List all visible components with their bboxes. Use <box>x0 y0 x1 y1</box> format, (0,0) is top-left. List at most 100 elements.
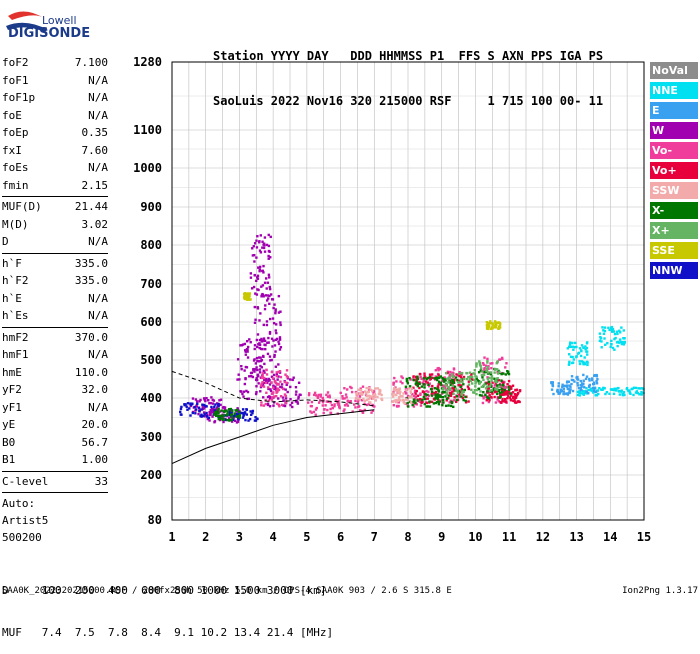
echo-point <box>319 395 322 398</box>
echo-point <box>266 281 270 284</box>
echo-point <box>220 417 223 420</box>
param-label: D <box>2 235 9 248</box>
echo-point <box>262 381 266 385</box>
echo-point <box>367 397 370 401</box>
echo-point <box>214 403 217 406</box>
echo-point <box>493 384 497 387</box>
echo-point <box>480 394 483 397</box>
echo-point <box>562 387 565 390</box>
echo-point <box>475 388 479 392</box>
echo-point <box>291 405 294 409</box>
echo-point <box>485 398 488 402</box>
echo-point <box>451 387 454 390</box>
echo-point <box>578 347 582 350</box>
echo-point <box>259 364 262 368</box>
echo-point <box>598 386 601 390</box>
echo-point <box>392 403 396 407</box>
echo-point <box>428 376 432 379</box>
echo-point <box>333 405 336 408</box>
echo-point <box>620 342 624 346</box>
echo-point <box>237 415 240 418</box>
echo-point <box>361 392 364 395</box>
echo-point <box>394 400 398 404</box>
echo-point <box>439 394 442 397</box>
echo-point <box>254 368 257 371</box>
echo-point <box>441 376 444 380</box>
echo-point <box>329 407 332 411</box>
echo-point <box>261 372 265 375</box>
echo-point <box>490 377 494 380</box>
echo-point <box>569 345 573 349</box>
echo-point <box>374 394 377 397</box>
echo-point <box>457 372 461 375</box>
echo-point <box>565 384 569 387</box>
echo-point <box>261 284 265 287</box>
echo-point <box>502 390 505 394</box>
echo-point <box>263 343 266 346</box>
echo-point <box>278 369 282 373</box>
echo-point <box>272 373 276 377</box>
echo-point <box>504 400 507 403</box>
echo-point <box>466 385 470 388</box>
echo-point <box>322 408 326 411</box>
echo-point <box>416 375 419 378</box>
echo-point <box>464 395 467 399</box>
echo-point <box>354 397 358 400</box>
echo-point <box>289 403 292 407</box>
echo-point <box>397 398 401 401</box>
echo-point <box>199 398 202 402</box>
param-label: h`F2 <box>2 274 29 287</box>
echo-point <box>275 391 278 394</box>
echo-point <box>343 404 347 407</box>
echo-point <box>414 375 418 379</box>
echo-point <box>314 413 317 416</box>
param-value: 335.0 <box>74 256 108 270</box>
auto-program: Artist5 <box>2 514 49 527</box>
echo-point <box>211 415 214 418</box>
echo-point <box>248 292 252 295</box>
echo-point <box>275 375 279 378</box>
echo-point <box>464 401 468 404</box>
echo-point <box>448 401 451 404</box>
echo-point <box>621 340 624 344</box>
echo-point <box>264 377 268 381</box>
echo-point <box>276 383 279 386</box>
echo-point <box>231 418 235 422</box>
echo-point <box>281 387 285 391</box>
echo-point <box>635 390 639 393</box>
echo-point <box>267 257 270 260</box>
echo-point <box>210 407 214 411</box>
echo-point <box>307 393 311 397</box>
echo-point <box>592 391 595 394</box>
echo-point <box>491 322 494 325</box>
echo-point <box>415 377 418 381</box>
echo-point <box>437 393 440 396</box>
echo-point <box>322 411 325 415</box>
x-tick-label: 11 <box>502 530 516 544</box>
echo-point <box>436 385 440 388</box>
echo-point <box>423 386 426 389</box>
x-tick-label: 6 <box>337 530 344 544</box>
echo-point <box>326 395 330 398</box>
echo-point <box>399 380 402 383</box>
param-group-confidence: C-level 33 <box>2 474 108 492</box>
echo-point <box>402 392 405 395</box>
echo-point <box>370 411 373 414</box>
echo-point <box>502 372 505 375</box>
echo-point <box>421 390 425 393</box>
echo-point <box>278 336 282 339</box>
echo-point <box>490 366 493 370</box>
echo-point <box>443 376 446 379</box>
echo-point <box>207 416 211 420</box>
echo-point <box>452 399 456 402</box>
echo-point <box>441 379 444 383</box>
echo-point <box>401 381 404 385</box>
echo-point <box>583 361 586 364</box>
echo-point <box>221 413 224 417</box>
echo-point <box>492 387 496 390</box>
echo-point <box>437 366 440 370</box>
echo-point <box>586 341 589 344</box>
echo-point <box>217 402 220 406</box>
param-label: hmF2 <box>2 330 29 344</box>
echo-point <box>480 385 483 389</box>
